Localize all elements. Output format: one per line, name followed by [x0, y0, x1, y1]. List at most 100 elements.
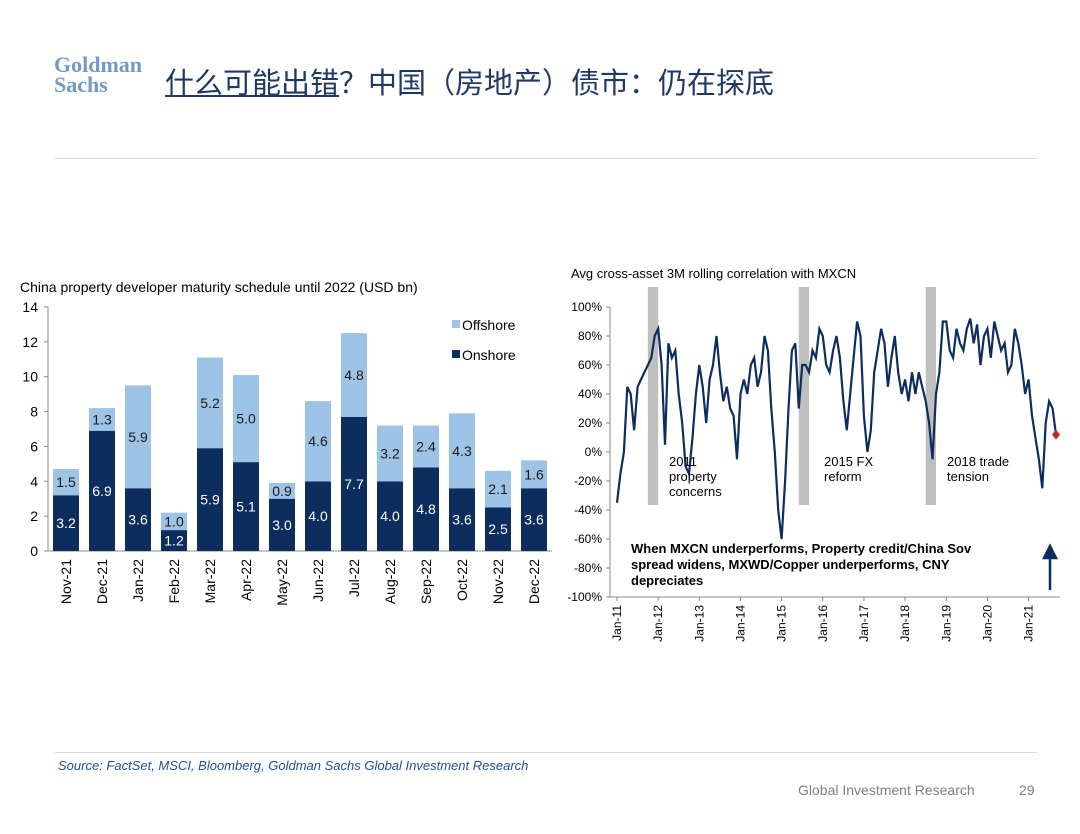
data-label: 2.5 [488, 521, 508, 537]
y-tick-label: 10 [22, 369, 38, 385]
data-label: 5.2 [200, 395, 220, 411]
bar-segment [341, 416, 367, 551]
x-tick-label: Aug-22 [382, 559, 398, 604]
end-marker [1052, 429, 1060, 440]
y-tick-label: 40% [578, 387, 602, 401]
bar-segment [449, 413, 475, 489]
data-label: 1.5 [56, 474, 76, 490]
data-label: 5.0 [236, 411, 256, 427]
shaded-period [798, 287, 810, 505]
x-tick-label: Jan-19 [939, 605, 953, 642]
x-tick-label: Mar-22 [202, 559, 218, 604]
bar-segment [89, 408, 115, 431]
data-label: 6.9 [92, 483, 112, 499]
bar-segment [485, 507, 511, 551]
logo-line: Sachs [54, 72, 108, 97]
bar-segment [377, 425, 403, 482]
title-rest: ？中国（房地产）债市：仍在探底 [339, 68, 775, 100]
bar-segment [53, 495, 79, 551]
footer-brand: Global Investment Research [798, 782, 975, 798]
x-tick-label: Nov-22 [490, 559, 506, 604]
x-tick-label: Jan-22 [130, 559, 146, 602]
legend-swatch [452, 320, 460, 328]
line [615, 318, 1058, 540]
page-number: 29 [1019, 782, 1035, 798]
bar-segment [269, 498, 295, 551]
arrow [1041, 543, 1059, 590]
annotation: 2011 [669, 454, 697, 469]
bar-segment [233, 462, 259, 551]
shaded-period [647, 287, 659, 505]
y-tick-label: 2 [30, 508, 38, 524]
chart-title: Avg cross-asset 3M rolling correlation w… [571, 266, 856, 281]
title-link[interactable]: 什么可能出错 [165, 68, 340, 100]
x-tick-label: Jan-13 [692, 605, 706, 642]
y-tick-label: 80% [578, 329, 602, 343]
data-label: 1.6 [524, 466, 544, 482]
bar-segment [89, 430, 115, 551]
x-tick-label: Apr-22 [238, 559, 254, 601]
note: depreciates [631, 573, 703, 588]
data-label: 1.2 [164, 533, 184, 549]
data-label: 4.0 [308, 508, 328, 524]
annotation: reform [824, 469, 862, 484]
y-tick-label: 20% [578, 416, 602, 430]
logo-line: Goldman [54, 52, 143, 77]
x-tick-label: Jan-15 [775, 605, 789, 642]
bar-segment [413, 425, 439, 468]
data-label: 3.2 [380, 445, 400, 461]
x-tick-label: Nov-21 [58, 559, 74, 604]
y-tick-label: -60% [574, 532, 602, 546]
x-tick-label: Jan-11 [610, 605, 624, 641]
annotation: 2018 trade [947, 454, 1009, 469]
x-tick-label: Dec-21 [94, 559, 110, 604]
bar-segment [161, 530, 187, 551]
y-tick-label: 60% [578, 358, 602, 372]
x-tick-label: Jan-16 [816, 605, 830, 642]
y-tick-label: 12 [22, 334, 38, 350]
y-tick-label: 100% [571, 300, 602, 314]
data-label: 7.7 [344, 476, 364, 492]
y-tick-label: 0 [30, 543, 38, 559]
data-label: 3.6 [128, 512, 148, 528]
x-tick-label: Jan-21 [1022, 605, 1036, 642]
x-tick-label: Feb-22 [166, 559, 182, 604]
logo: Goldman Sachs [54, 52, 143, 97]
chart-title: China property developer maturity schedu… [20, 279, 418, 295]
legend-label: Onshore [462, 347, 516, 363]
x-tick-label: Jun-22 [310, 559, 326, 602]
data-label: 4.8 [416, 501, 436, 517]
x-tick-label: Sep-22 [418, 559, 434, 604]
bar-segment [305, 481, 331, 551]
bar-segment [197, 448, 223, 551]
y-tick-label: -40% [574, 503, 602, 517]
x-tick-label: Jan-20 [980, 605, 994, 642]
x-tick-label: Dec-22 [526, 559, 542, 604]
bar-segment [521, 460, 547, 489]
bar-segment [161, 512, 187, 531]
annotation: concerns [669, 484, 722, 499]
data-label: 4.0 [380, 508, 400, 524]
data-label: 2.4 [416, 438, 436, 454]
y-tick-label: 4 [30, 473, 38, 489]
x-tick-label: Jan-18 [898, 605, 912, 642]
x-tick-label: Jan-14 [733, 605, 747, 642]
annotation: 2015 FX [824, 454, 873, 469]
data-label: 3.6 [524, 512, 544, 528]
y-tick-label: 14 [22, 299, 38, 315]
x-tick-label: May-22 [274, 559, 290, 606]
bar-segment [53, 469, 79, 496]
y-tick-label: 6 [30, 438, 38, 454]
legend-label: Offshore [462, 317, 516, 333]
slide-title: 什么可能出错？中国（房地产）债市：仍在探底 [165, 60, 774, 102]
header-rule [55, 158, 1037, 159]
x-tick-label: Jan-17 [857, 605, 871, 642]
bar-segment [305, 401, 331, 482]
legend-swatch [452, 350, 460, 358]
data-label: 1.3 [92, 411, 112, 427]
x-tick-label: Jul-22 [346, 559, 362, 597]
note: When MXCN underperforms, Property credit… [631, 541, 972, 556]
data-label: 0.9 [272, 483, 292, 499]
